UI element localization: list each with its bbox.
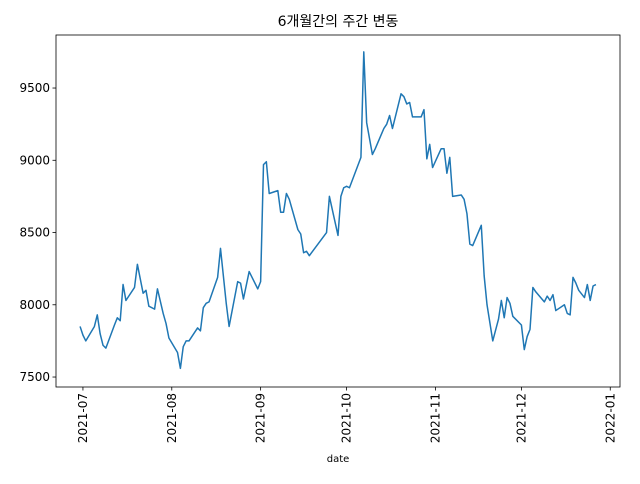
- y-tick-label: 8500: [19, 226, 50, 240]
- y-tick-label: 9000: [19, 153, 50, 167]
- x-axis-label: date: [327, 454, 350, 465]
- x-tick-label: 2022-01: [603, 393, 617, 443]
- chart-title: 6개월간의 주간 변동: [278, 14, 399, 30]
- x-tick-label: 2021-11: [428, 393, 442, 443]
- y-tick-label: 7500: [19, 370, 50, 384]
- y-tick-label: 9500: [19, 81, 50, 95]
- y-tick-label: 8000: [19, 298, 50, 312]
- plot-frame: [55, 34, 621, 388]
- x-tick-label: 2021-10: [340, 393, 354, 443]
- x-tick-label: 2021-07: [76, 393, 90, 443]
- x-tick-label: 2021-12: [514, 393, 528, 443]
- line: [79, 51, 597, 370]
- x-tick-label: 2021-08: [165, 393, 179, 443]
- x-tick-label: 2021-09: [254, 393, 268, 443]
